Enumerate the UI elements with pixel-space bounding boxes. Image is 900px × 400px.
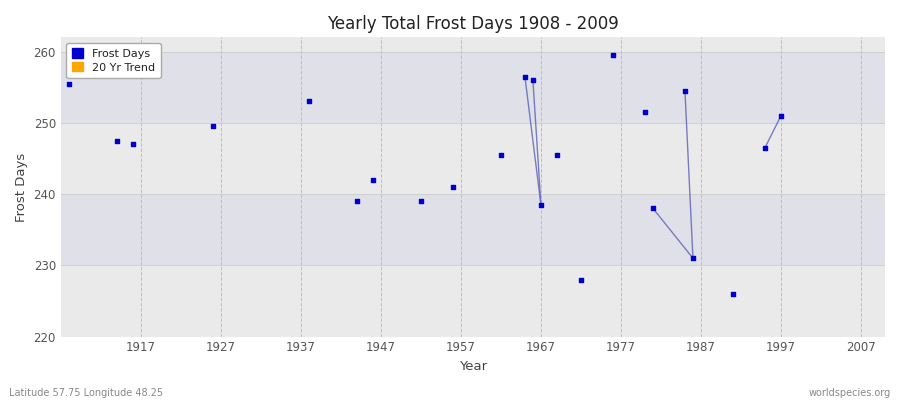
Point (550, 152, 564, 158)
Point (534, 202, 548, 208)
Point (526, 77, 540, 83)
Point (494, 152, 508, 158)
Bar (61, 52, 885, 123)
Point (725, 291, 740, 297)
Point (774, 112, 788, 119)
Point (110, 138, 124, 144)
Point (205, 123, 220, 130)
Point (302, 98, 316, 105)
Point (365, 177, 380, 183)
Bar (61, 123, 885, 194)
Point (350, 198, 365, 204)
Point (573, 276, 588, 283)
Point (414, 198, 428, 204)
Bar (61, 37, 885, 52)
Point (645, 205, 660, 212)
Point (758, 144, 772, 151)
Text: Latitude 57.75 Longitude 48.25: Latitude 57.75 Longitude 48.25 (9, 388, 163, 398)
Point (686, 255, 700, 262)
Point (61, 80, 76, 87)
Legend: Frost Days, 20 Yr Trend: Frost Days, 20 Yr Trend (67, 43, 160, 78)
Point (446, 184, 460, 190)
Title: Yearly Total Frost Days 1908 - 2009: Yearly Total Frost Days 1908 - 2009 (327, 15, 619, 33)
Text: worldspecies.org: worldspecies.org (809, 388, 891, 398)
Point (126, 141, 140, 148)
Point (606, 52, 620, 58)
Bar (61, 265, 885, 336)
Point (678, 88, 692, 94)
Point (638, 109, 652, 115)
X-axis label: Year: Year (459, 360, 487, 373)
Point (518, 73, 532, 80)
Bar (61, 194, 885, 265)
Y-axis label: Frost Days: Frost Days (15, 152, 28, 222)
